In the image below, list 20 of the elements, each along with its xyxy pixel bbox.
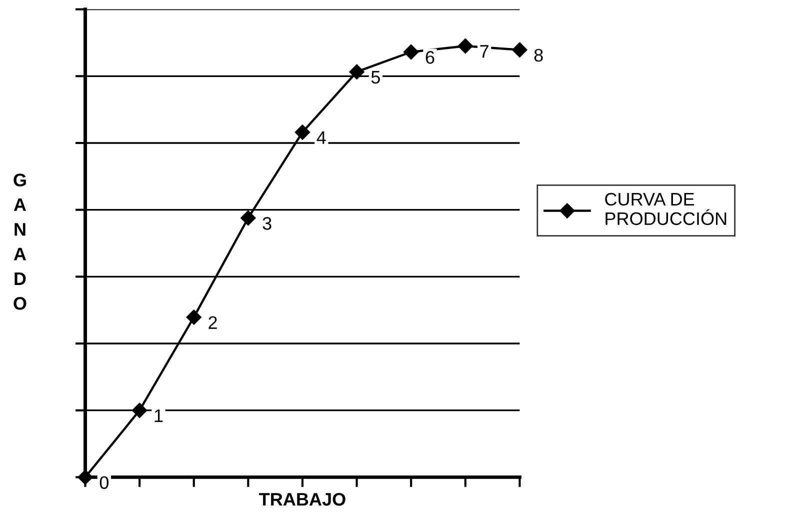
point <box>294 124 310 140</box>
annotation: 0 <box>100 476 108 489</box>
x-axis-title: TRABAJO <box>259 492 346 506</box>
annotation: 3 <box>262 217 272 230</box>
point <box>512 42 528 58</box>
point <box>458 38 473 54</box>
annotation: 6 <box>426 51 434 64</box>
annotation: 1 <box>154 410 163 422</box>
point <box>349 64 364 80</box>
annotation: 5 <box>371 71 380 84</box>
annotation: 2 <box>208 316 217 329</box>
point <box>132 402 148 418</box>
legend-label: CURVA DE PRODUCCIÓN <box>605 192 726 226</box>
y-axis-title: GANADO <box>14 174 26 310</box>
point <box>404 44 419 60</box>
text: 8 <box>534 48 543 62</box>
annotation: 7 <box>480 45 488 58</box>
point <box>186 310 202 325</box>
annotation: 4 <box>316 131 326 144</box>
point <box>240 210 256 226</box>
